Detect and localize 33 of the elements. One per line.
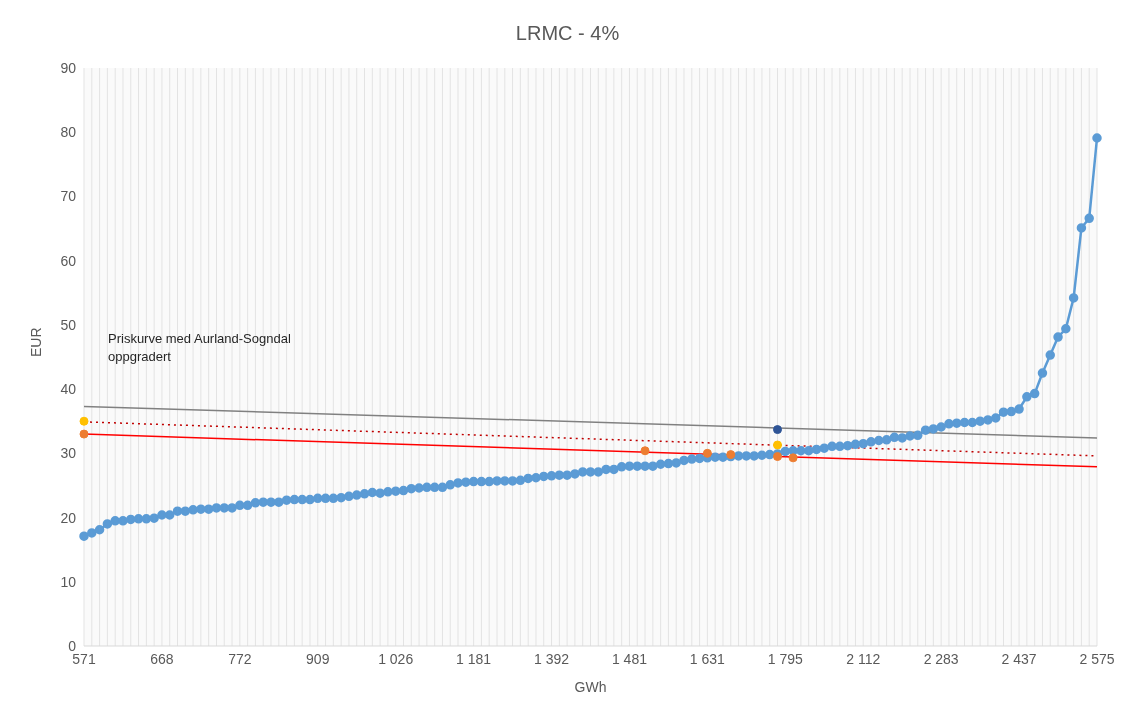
y-tick-label: 30 [60, 445, 77, 462]
point [788, 453, 798, 463]
annotation: Priskurve med Aurland-Sogndal oppgradert [108, 330, 292, 366]
y-axis-title: EUR [27, 327, 44, 357]
y-tick-label: 60 [60, 252, 77, 269]
x-tick-label: 1 631 [689, 650, 726, 667]
x-tick-label: 1 795 [767, 650, 804, 667]
chart-title: LRMC - 4% [514, 22, 621, 45]
point [702, 448, 712, 458]
point [79, 416, 89, 426]
y-tick-label: 80 [60, 124, 77, 141]
x-tick-label: 909 [306, 650, 330, 667]
point [79, 429, 89, 439]
y-tick-label: 50 [60, 316, 77, 333]
x-tick-label: 772 [228, 650, 252, 667]
x-axis-title: GWh [574, 679, 607, 695]
x-tick-label: 2 437 [1001, 650, 1037, 667]
point [640, 446, 650, 456]
x-tick-label: 1 481 [611, 650, 648, 667]
x-tick-label: 2 112 [846, 650, 881, 667]
x-tick-label: 2 575 [1079, 650, 1115, 667]
y-tick-label: 70 [60, 188, 77, 205]
y-tick-label: 90 [60, 59, 77, 76]
point [773, 425, 783, 435]
y-tick-label: 20 [60, 509, 77, 526]
x-tick-label: 1 392 [534, 650, 570, 667]
x-tick-label: 2 283 [923, 650, 959, 667]
y-tick-label: 10 [60, 573, 77, 590]
y-tick-label: 40 [60, 381, 77, 398]
x-tick-label: 1 181 [456, 650, 492, 667]
x-tick-label: 1 026 [378, 650, 414, 667]
point [773, 440, 783, 450]
x-tick-label: 668 [150, 650, 174, 667]
